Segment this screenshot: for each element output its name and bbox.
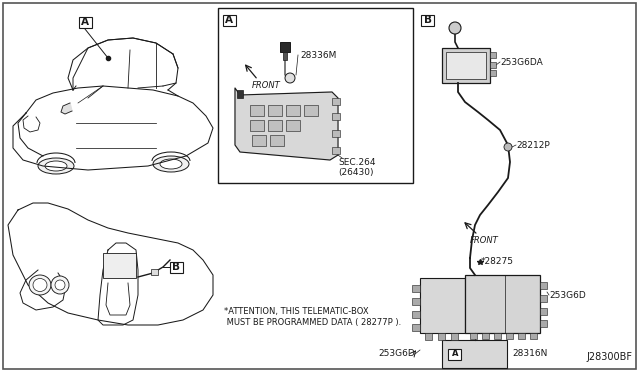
Text: 28316N: 28316N: [512, 350, 547, 359]
Text: B: B: [424, 15, 432, 25]
Bar: [490, 52, 496, 58]
Bar: [422, 15, 435, 26]
Circle shape: [504, 143, 512, 151]
Bar: [438, 333, 445, 340]
Bar: [470, 333, 477, 339]
Ellipse shape: [153, 156, 189, 172]
Bar: [506, 333, 513, 339]
Text: A: A: [225, 15, 233, 25]
Text: 253G6DA: 253G6DA: [500, 58, 543, 67]
Bar: [332, 130, 340, 137]
Bar: [237, 90, 243, 98]
Text: SEC.264
(26430): SEC.264 (26430): [338, 158, 376, 177]
Bar: [451, 333, 458, 340]
Bar: [518, 333, 525, 339]
Bar: [223, 15, 236, 26]
Ellipse shape: [160, 159, 182, 169]
Circle shape: [285, 73, 295, 83]
Bar: [268, 105, 282, 116]
Text: FRONT: FRONT: [252, 80, 281, 90]
Bar: [252, 135, 266, 146]
Text: *28275: *28275: [481, 257, 514, 266]
Bar: [490, 70, 496, 76]
Bar: [412, 285, 420, 292]
Bar: [494, 333, 501, 339]
Bar: [412, 311, 420, 318]
Bar: [540, 295, 547, 302]
Ellipse shape: [29, 275, 51, 295]
Bar: [286, 120, 300, 131]
Text: 253G6D: 253G6D: [549, 291, 586, 299]
Bar: [151, 269, 158, 275]
Ellipse shape: [33, 279, 47, 292]
Bar: [540, 282, 547, 289]
Text: 28212P: 28212P: [516, 141, 550, 150]
Ellipse shape: [51, 276, 69, 294]
Text: 28336M: 28336M: [300, 51, 337, 60]
Text: 253G6D: 253G6D: [378, 350, 415, 359]
Bar: [449, 349, 461, 359]
Bar: [103, 253, 136, 278]
Circle shape: [449, 22, 461, 34]
Ellipse shape: [38, 158, 74, 174]
Text: B: B: [172, 262, 180, 272]
Text: MUST BE PROGRAMMED DATA ( 28277P ).: MUST BE PROGRAMMED DATA ( 28277P ).: [224, 318, 401, 327]
Text: A: A: [452, 350, 458, 359]
Bar: [425, 333, 432, 340]
Bar: [490, 62, 496, 68]
Bar: [218, 8, 413, 183]
Bar: [540, 320, 547, 327]
Bar: [268, 120, 282, 131]
Bar: [412, 324, 420, 331]
Bar: [412, 298, 420, 305]
Bar: [270, 135, 284, 146]
Bar: [420, 278, 465, 333]
Text: A: A: [81, 17, 89, 27]
Bar: [482, 333, 489, 339]
Bar: [79, 16, 92, 28]
Text: FRONT: FRONT: [470, 235, 499, 244]
Text: J28300BF: J28300BF: [586, 352, 632, 362]
Text: *ATTENTION, THIS TELEMATIC-BOX: *ATTENTION, THIS TELEMATIC-BOX: [224, 307, 369, 316]
Bar: [280, 42, 290, 52]
Bar: [283, 52, 287, 60]
Bar: [540, 308, 547, 315]
Ellipse shape: [45, 161, 67, 171]
Bar: [286, 105, 300, 116]
Bar: [465, 275, 540, 333]
Bar: [332, 147, 340, 154]
Polygon shape: [61, 103, 72, 114]
Bar: [332, 98, 340, 105]
Bar: [530, 333, 537, 339]
Bar: [250, 120, 264, 131]
Bar: [446, 52, 486, 79]
Bar: [250, 105, 264, 116]
Polygon shape: [235, 88, 338, 160]
Ellipse shape: [55, 280, 65, 290]
Bar: [304, 105, 318, 116]
Bar: [442, 48, 490, 83]
Bar: [170, 262, 182, 273]
Bar: [332, 113, 340, 120]
Bar: [442, 340, 507, 368]
